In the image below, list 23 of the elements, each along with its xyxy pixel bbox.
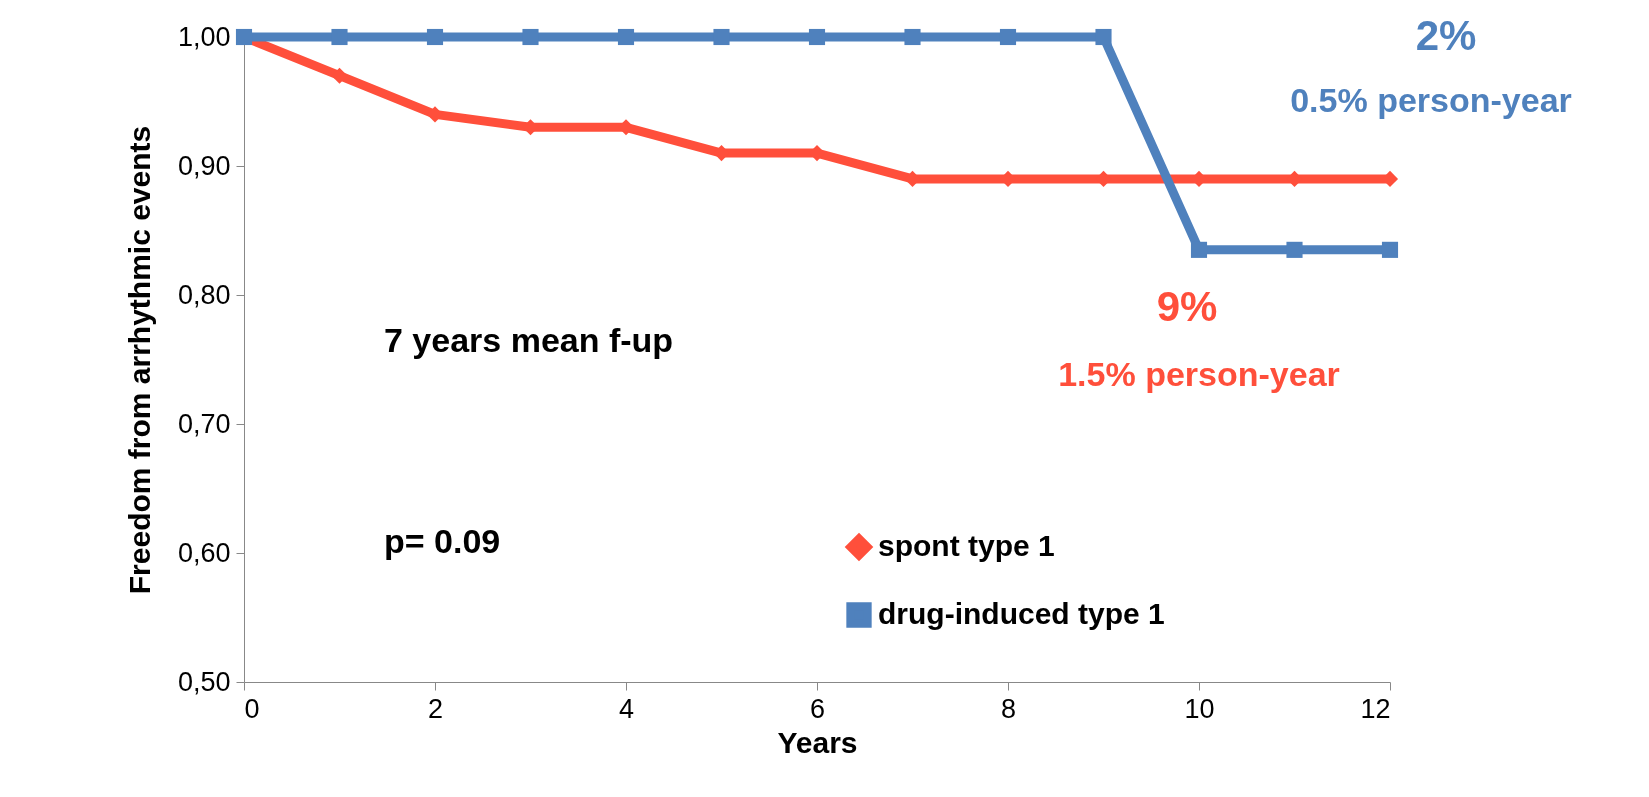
x-tick-label: 12 [1360, 693, 1391, 724]
x-tick-label: 8 [1000, 693, 1017, 724]
y-tick-label: 1,00 [177, 21, 231, 52]
annotation: 0.5% person-year [1290, 81, 1572, 119]
y-tick-label: 0,80 [177, 279, 231, 310]
annotation: 9% [1156, 283, 1218, 330]
y-tick-label: 0,50 [177, 666, 231, 697]
annotation: 1.5% person-year [1058, 355, 1340, 393]
y-tick-label: 0,60 [177, 537, 231, 568]
x-tick-label: 2 [427, 693, 444, 724]
x-tick-label: 4 [618, 693, 635, 724]
y-tick-label: 0,90 [177, 150, 231, 181]
legend-label: drug-induced type 1 [878, 597, 1165, 630]
y-tick-label: 0,70 [177, 408, 231, 439]
annotation: p= 0.09 [384, 522, 501, 560]
x-tick-label: 0 [244, 693, 260, 724]
x-axis-title: Years [777, 725, 858, 759]
text: 2% [1415, 12, 1477, 59]
x-tick-label: 6 [809, 693, 826, 724]
legend-label: spont type 1 [878, 529, 1055, 562]
annotation: 7 years mean f-up [384, 321, 674, 359]
y-axis-title: Freedom from arrhythmic events [122, 125, 156, 595]
x-tick-label: 10 [1184, 693, 1215, 724]
